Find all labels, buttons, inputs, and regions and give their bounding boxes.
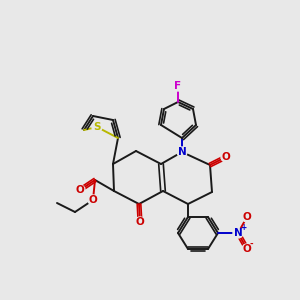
Circle shape <box>173 81 183 91</box>
Circle shape <box>135 217 145 227</box>
Text: N: N <box>178 147 186 157</box>
Circle shape <box>92 122 102 132</box>
Text: O: O <box>222 152 230 162</box>
Text: F: F <box>174 81 182 91</box>
Text: O: O <box>76 185 84 195</box>
Text: O: O <box>243 212 251 222</box>
Text: S: S <box>93 122 101 132</box>
Circle shape <box>75 185 85 195</box>
Text: O: O <box>243 244 251 254</box>
Circle shape <box>88 195 98 205</box>
Circle shape <box>233 228 243 238</box>
Circle shape <box>221 152 231 162</box>
Text: N: N <box>234 228 242 238</box>
Text: -: - <box>249 239 253 248</box>
Text: +: + <box>240 224 246 232</box>
Circle shape <box>242 244 252 254</box>
Circle shape <box>242 212 252 222</box>
Text: O: O <box>136 217 144 227</box>
Text: O: O <box>88 195 98 205</box>
Circle shape <box>177 147 187 157</box>
